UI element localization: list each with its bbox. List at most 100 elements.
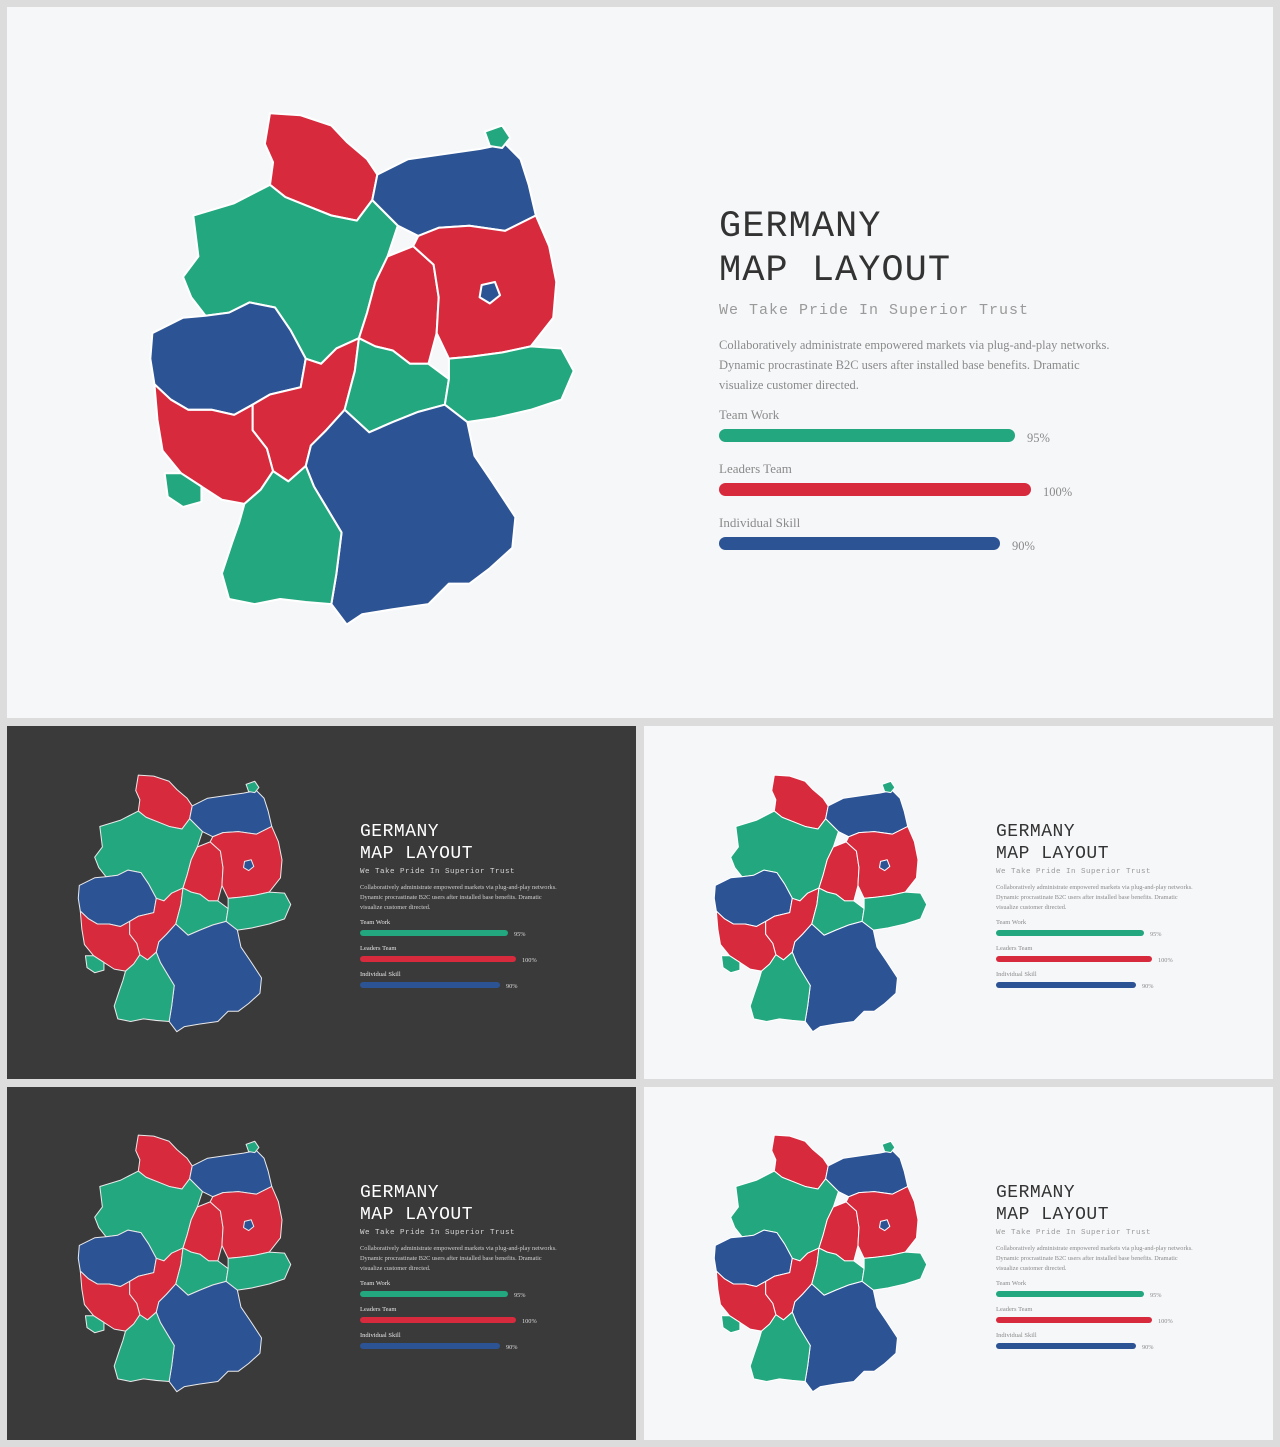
skill-item-team-work: Team Work 95% [360,1280,560,1300]
page-title: GERMANY MAP LAYOUT [360,1183,474,1225]
progress-bar [360,1291,508,1298]
region-baden-wurttemberg [220,465,343,606]
skill-label: Individual Skill [719,514,801,530]
skill-bar-row: 95% [360,927,560,939]
skill-percent: 95% [514,1292,526,1300]
skill-item-individual-skill: Individual Skill 90% [996,971,1196,991]
germany-map [77,1134,292,1393]
region-bavaria [304,403,517,626]
page-title: GERMANY MAP LAYOUT [360,822,474,864]
skill-item-individual-skill: Individual Skill 90% [360,971,560,991]
progress-bar [996,982,1136,989]
skill-bar-row: 100% [719,477,1119,503]
skill-item-individual-skill: Individual Skill 90% [996,1332,1196,1352]
progress-bar [996,1317,1152,1324]
skill-bar-row: 90% [360,979,560,991]
skill-item-leaders-team: Leaders Team 100% [719,461,1119,503]
skill-bar-row: 100% [360,953,560,965]
region-rugen [245,1140,260,1154]
subtitle: We Take Pride In Superior Trust [996,868,1152,877]
skill-percent: 100% [522,1318,537,1326]
description: Collaboratively administrate empowered m… [719,337,1110,392]
skill-bar-row: 100% [360,1314,560,1326]
skill-bar-row: 100% [996,953,1196,965]
skill-percent: 100% [1158,1318,1173,1326]
skill-item-team-work: Team Work 95% [996,919,1196,939]
region-bavaria [155,920,262,1033]
skills-list: Team Work 95% Leaders Team 100% Individu… [719,407,1119,557]
info-panel: GERMANY MAP LAYOUT We Take Pride In Supe… [996,1183,1196,1352]
skill-item-leaders-team: Leaders Team 100% [360,1306,560,1326]
skill-label: Team Work [996,919,1027,927]
progress-bar [360,956,516,963]
region-berlin [478,280,502,305]
region-mecklenburg [371,142,537,237]
region-rugen [483,124,512,150]
info-panel: GERMANY MAP LAYOUT We Take Pride In Supe… [360,1183,560,1352]
region-mecklenburg [189,790,273,838]
progress-bar [996,930,1144,937]
skill-percent: 95% [514,931,526,939]
info-panel: GERMANY MAP LAYOUT We Take Pride In Supe… [360,822,560,991]
progress-bar [996,1343,1136,1350]
region-rugen [881,780,896,794]
skill-label: Team Work [360,919,391,927]
progress-bar [360,1317,516,1324]
region-mecklenburg [825,1150,909,1198]
skill-label: Individual Skill [360,971,401,979]
region-saarland [84,1315,105,1334]
page-title: GERMANY MAP LAYOUT [996,822,1110,864]
region-baden-wurttemberg [113,951,175,1022]
skill-bar-row: 95% [719,423,1119,449]
skill-bar-row: 95% [360,1288,560,1300]
region-mecklenburg [189,1150,273,1198]
skill-label: Leaders Team [360,945,397,953]
skill-percent: 95% [1150,931,1162,939]
region-saxony [225,1251,292,1291]
skills-list: Team Work 95% Leaders Team 100% Individu… [996,1280,1196,1352]
region-saarland [163,472,203,508]
region-berlin [243,859,255,872]
skill-label: Individual Skill [996,971,1037,979]
skill-label: Leaders Team [996,945,1033,953]
skill-bar-row: 95% [996,927,1196,939]
skill-label: Individual Skill [996,1332,1037,1340]
skill-bar-row: 90% [719,531,1119,557]
region-baden-wurttemberg [113,1311,175,1382]
info-panel: GERMANY MAP LAYOUT We Take Pride In Supe… [719,205,1119,557]
skill-bar-row: 90% [996,1340,1196,1352]
skill-label: Team Work [360,1280,391,1288]
skill-bar-row: 90% [360,1340,560,1352]
region-bavaria [155,1280,262,1393]
progress-bar [360,982,500,989]
skill-percent: 90% [1142,1344,1154,1352]
slide-thumb-light-1[interactable]: GERMANY MAP LAYOUT We Take Pride In Supe… [644,726,1273,1079]
germany-map [149,112,575,626]
skill-item-leaders-team: Leaders Team 100% [360,945,560,965]
skill-item-team-work: Team Work 95% [996,1280,1196,1300]
skill-item-leaders-team: Leaders Team 100% [996,945,1196,965]
skill-percent: 90% [1142,983,1154,991]
region-berlin [243,1219,255,1232]
slide-thumb-dark-2[interactable]: GERMANY MAP LAYOUT We Take Pride In Supe… [7,1087,636,1440]
skills-list: Team Work 95% Leaders Team 100% Individu… [996,919,1196,991]
region-saxony [861,891,928,931]
description: Collaboratively administrate empowered m… [996,1245,1193,1273]
description: Collaboratively administrate empowered m… [360,1245,557,1273]
region-bavaria [791,920,898,1033]
slide-thumb-dark-1[interactable]: GERMANY MAP LAYOUT We Take Pride In Supe… [7,726,636,1079]
skill-percent: 100% [1158,957,1173,965]
description: Collaboratively administrate empowered m… [360,884,557,912]
germany-map [77,774,292,1033]
skills-list: Team Work 95% Leaders Team 100% Individu… [360,1280,560,1352]
skill-label: Leaders Team [996,1306,1033,1314]
region-rugen [881,1140,896,1154]
progress-bar [719,482,1031,496]
slide-thumb-light-2[interactable]: GERMANY MAP LAYOUT We Take Pride In Supe… [644,1087,1273,1440]
skill-label: Leaders Team [360,1306,397,1314]
region-berlin [879,1219,891,1232]
main-slide[interactable]: GERMANY MAP LAYOUT We Take Pride In Supe… [7,7,1273,718]
subtitle: We Take Pride In Superior Trust [360,868,516,877]
skill-bar-row: 90% [996,979,1196,991]
region-baden-wurttemberg [749,1311,811,1382]
